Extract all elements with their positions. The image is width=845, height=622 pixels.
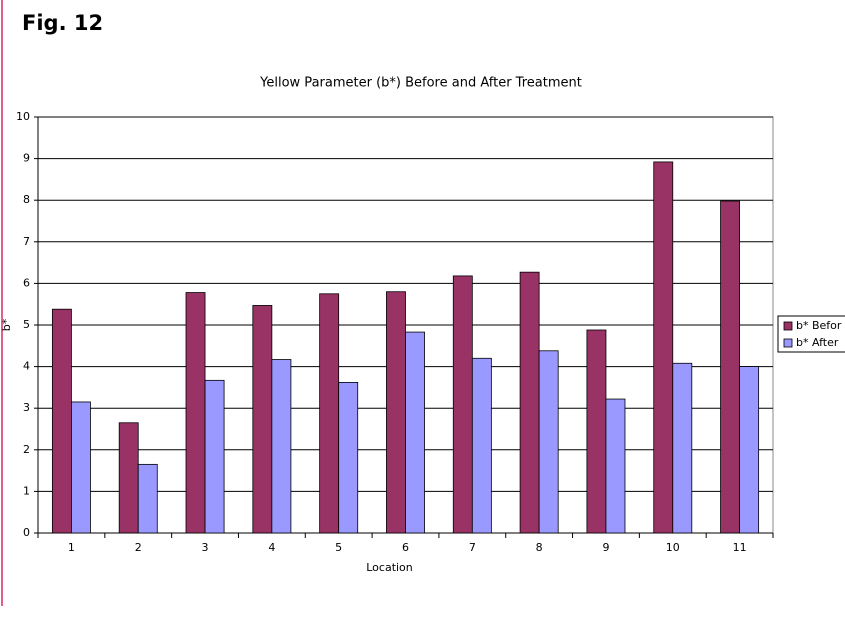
legend-label: b* After	[796, 336, 839, 349]
bar	[538, 350, 559, 534]
chart-title: Yellow Parameter (b*) Before and After T…	[259, 76, 582, 91]
y-tick-label: 1	[23, 484, 30, 497]
y-tick-label: 2	[23, 443, 30, 456]
x-tick-label: 5	[335, 541, 342, 554]
y-tick-label: 5	[23, 318, 30, 331]
figure-label: Fig. 12	[22, 11, 103, 35]
x-tick-label: 3	[202, 541, 209, 554]
y-axis-label: b*	[0, 318, 13, 331]
bar	[118, 422, 139, 534]
y-tick-label: 8	[23, 193, 30, 206]
y-tick-label: 9	[23, 152, 30, 165]
x-tick-label: 1	[68, 541, 75, 554]
legend-swatch	[783, 338, 793, 348]
y-tick-label: 10	[16, 110, 30, 123]
bar	[519, 271, 540, 534]
bar	[137, 463, 158, 534]
bar	[271, 359, 292, 534]
bar	[653, 161, 674, 534]
y-tick-label: 0	[23, 526, 30, 539]
bar	[319, 293, 340, 534]
x-tick-label: 2	[135, 541, 142, 554]
x-tick-label: 11	[733, 541, 747, 554]
bar	[720, 200, 740, 534]
bar	[338, 382, 359, 534]
legend-swatch	[783, 321, 793, 331]
x-tick-label: 10	[666, 541, 680, 554]
bar	[605, 398, 626, 534]
bar	[471, 357, 492, 534]
x-tick-label: 8	[536, 541, 543, 554]
bar	[185, 292, 206, 534]
legend-label: b* Befor	[796, 319, 842, 332]
x-tick-label: 7	[469, 541, 476, 554]
bar	[51, 308, 72, 534]
y-tick-label: 7	[23, 235, 30, 248]
bar	[204, 379, 225, 534]
bar	[586, 329, 607, 534]
x-axis-label: Location	[366, 561, 413, 574]
bar	[452, 275, 473, 534]
bar	[672, 362, 693, 534]
y-tick-label: 3	[23, 401, 30, 414]
x-tick-label: 4	[268, 541, 275, 554]
bar	[252, 305, 273, 534]
y-tick-label: 6	[23, 276, 30, 289]
bar	[739, 366, 760, 534]
y-tick-label: 4	[23, 360, 30, 373]
x-tick-label: 6	[402, 541, 409, 554]
x-tick-label: 9	[602, 541, 609, 554]
bar	[71, 401, 91, 534]
bar	[386, 291, 406, 534]
bar	[405, 331, 425, 534]
